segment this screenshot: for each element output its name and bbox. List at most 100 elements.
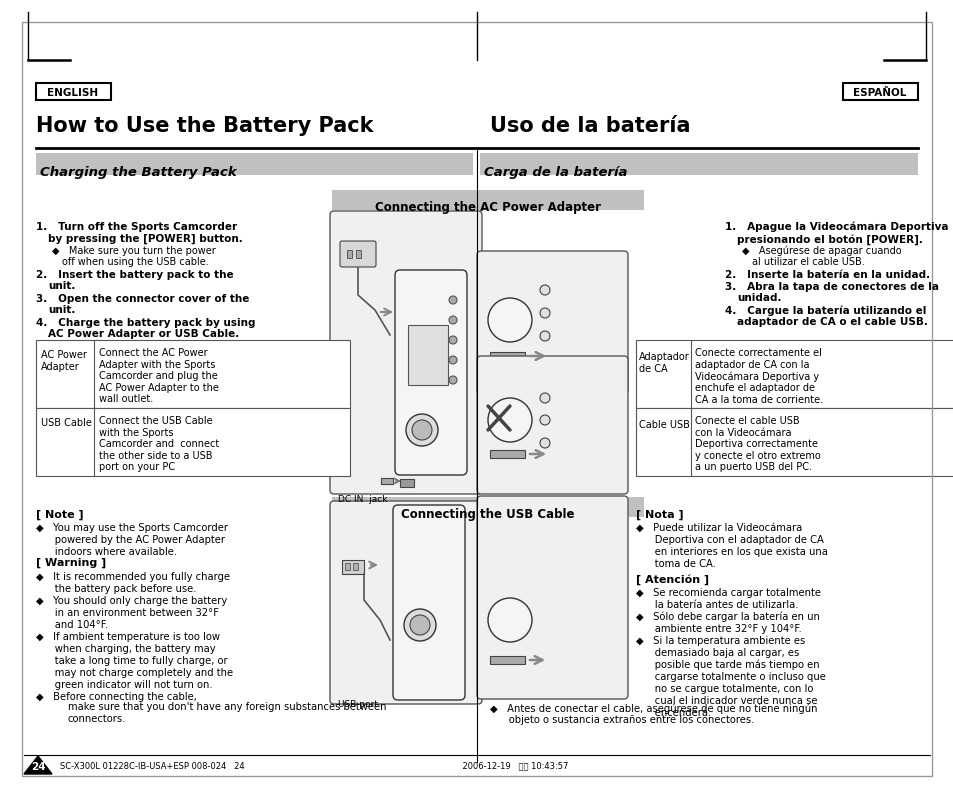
Text: toma de CA.: toma de CA.	[636, 559, 716, 569]
Text: objeto o sustancia extraños entre los conectores.: objeto o sustancia extraños entre los co…	[490, 715, 754, 725]
Text: unidad.: unidad.	[737, 293, 781, 303]
Text: Adaptador
de CA: Adaptador de CA	[639, 352, 689, 374]
Circle shape	[539, 438, 550, 448]
Text: Uso de la batería: Uso de la batería	[490, 116, 690, 136]
Text: no se cargue totalmente, con lo: no se cargue totalmente, con lo	[636, 684, 813, 694]
Text: [ Atención ]: [ Atención ]	[636, 574, 708, 585]
Text: Charging the Battery Pack: Charging the Battery Pack	[40, 166, 236, 179]
Text: 2.   Inserte la batería en la unidad.: 2. Inserte la batería en la unidad.	[724, 270, 929, 280]
Bar	[36, 408, 350, 476]
Circle shape	[539, 308, 550, 318]
Text: Deportiva con el adaptador de CA: Deportiva con el adaptador de CA	[636, 535, 823, 545]
Bar	[332, 190, 643, 210]
Text: Connecting the USB Cable: Connecting the USB Cable	[401, 508, 574, 521]
Circle shape	[449, 296, 456, 304]
Text: unit.: unit.	[48, 281, 75, 291]
Text: cual el indicador verde nunca se: cual el indicador verde nunca se	[636, 696, 817, 706]
Text: by pressing the [POWER] button.: by pressing the [POWER] button.	[48, 234, 242, 245]
Text: ◆   Before connecting the cable,: ◆ Before connecting the cable,	[36, 692, 196, 702]
Bar	[490, 352, 524, 360]
Text: demasiado baja al cargar, es: demasiado baja al cargar, es	[636, 648, 799, 658]
Polygon shape	[24, 756, 52, 774]
Text: make sure that you don't have any foreign substances between: make sure that you don't have any foreig…	[68, 702, 386, 712]
Text: ◆   It is recommended you fully charge: ◆ It is recommended you fully charge	[36, 572, 230, 582]
Circle shape	[539, 415, 550, 425]
Text: ◆   You may use the Sports Camcorder: ◆ You may use the Sports Camcorder	[36, 523, 228, 533]
Text: posible que tarde más tiempo en: posible que tarde más tiempo en	[636, 660, 819, 670]
Bar	[842, 83, 917, 100]
Bar	[341, 560, 364, 574]
Text: 1.   Apague la Videocámara Deportiva: 1. Apague la Videocámara Deportiva	[724, 222, 947, 233]
Text: 24: 24	[30, 762, 45, 772]
FancyBboxPatch shape	[393, 505, 464, 700]
Circle shape	[449, 356, 456, 364]
Bar	[36, 340, 350, 408]
Circle shape	[449, 336, 456, 344]
Circle shape	[410, 615, 430, 635]
Text: green indicator will not turn on.: green indicator will not turn on.	[36, 680, 213, 690]
Text: ◆   Sólo debe cargar la batería en un: ◆ Sólo debe cargar la batería en un	[636, 612, 819, 622]
Text: en interiores en los que exista una: en interiores en los que exista una	[636, 547, 827, 557]
Text: How to Use the Battery Pack: How to Use the Battery Pack	[36, 116, 374, 136]
Text: ◆   Si la temperatura ambiente es: ◆ Si la temperatura ambiente es	[636, 636, 804, 646]
Circle shape	[403, 609, 436, 641]
Text: ESPAÑOL: ESPAÑOL	[852, 88, 905, 98]
Text: Carga de la batería: Carga de la batería	[483, 166, 627, 179]
Bar	[355, 250, 360, 258]
Text: Conecte el cable USB
con la Videocámara
Deportiva correctamente
y conecte el otr: Conecte el cable USB con la Videocámara …	[695, 416, 820, 472]
Text: 4.   Cargue la batería utilizando el: 4. Cargue la batería utilizando el	[724, 306, 925, 317]
Text: AC Power Adapter or USB Cable.: AC Power Adapter or USB Cable.	[48, 329, 239, 339]
Bar	[332, 497, 643, 517]
Text: AC Power
Adapter: AC Power Adapter	[41, 350, 87, 371]
Circle shape	[539, 331, 550, 341]
Text: Conecte correctamente el
adaptador de CA con la
Videocámara Deportiva y
enchufe : Conecte correctamente el adaptador de CA…	[695, 348, 822, 405]
Circle shape	[488, 598, 532, 642]
Text: 3.   Open the connector cover of the: 3. Open the connector cover of the	[36, 294, 249, 304]
FancyBboxPatch shape	[330, 501, 481, 704]
Text: may not charge completely and the: may not charge completely and the	[36, 668, 233, 678]
Text: ambiente entre 32°F y 104°F.: ambiente entre 32°F y 104°F.	[636, 624, 801, 634]
Bar	[345, 563, 350, 570]
Text: USB Cable: USB Cable	[41, 418, 91, 428]
Bar	[636, 408, 953, 476]
Text: connectors.: connectors.	[68, 714, 126, 724]
Text: 2.   Insert the battery pack to the: 2. Insert the battery pack to the	[36, 270, 233, 280]
FancyBboxPatch shape	[476, 356, 627, 494]
FancyBboxPatch shape	[476, 496, 627, 699]
Bar	[479, 153, 917, 175]
Bar	[399, 479, 414, 487]
Text: the battery pack before use.: the battery pack before use.	[36, 584, 196, 594]
Text: Cable USB: Cable USB	[639, 420, 689, 430]
Text: ENGLISH: ENGLISH	[48, 88, 98, 98]
Text: encenderá.: encenderá.	[636, 708, 711, 718]
Circle shape	[539, 393, 550, 403]
Text: ◆   Antes de conectar el cable, asegúrese de que no tiene ningún: ◆ Antes de conectar el cable, asegúrese …	[490, 703, 817, 714]
Text: powered by the AC Power Adapter: powered by the AC Power Adapter	[36, 535, 225, 545]
Circle shape	[449, 376, 456, 384]
Text: when charging, the battery may: when charging, the battery may	[36, 644, 215, 654]
Bar	[636, 340, 953, 408]
Text: cargarse totalmente o incluso que: cargarse totalmente o incluso que	[636, 672, 825, 682]
Text: off when using the USB cable.: off when using the USB cable.	[62, 257, 209, 267]
Text: Connecting the AC Power Adapter: Connecting the AC Power Adapter	[375, 201, 600, 214]
Text: 3.   Abra la tapa de conectores de la: 3. Abra la tapa de conectores de la	[724, 282, 938, 292]
Text: SC-X300L 01228C-IB-USA+ESP 008-024   24                                         : SC-X300L 01228C-IB-USA+ESP 008-024 24	[60, 762, 568, 771]
Circle shape	[449, 316, 456, 324]
FancyBboxPatch shape	[339, 241, 375, 267]
Bar	[490, 450, 524, 458]
Text: indoors where available.: indoors where available.	[36, 547, 177, 557]
FancyBboxPatch shape	[330, 211, 481, 494]
Text: ◆   If ambient temperature is too low: ◆ If ambient temperature is too low	[36, 632, 220, 642]
Text: in an environment between 32°F: in an environment between 32°F	[36, 608, 219, 618]
Text: [ Nota ]: [ Nota ]	[636, 510, 683, 520]
Bar	[347, 250, 352, 258]
Text: ◆   Puede utilizar la Videocámara: ◆ Puede utilizar la Videocámara	[636, 523, 801, 533]
Text: al utilizar el cable USB.: al utilizar el cable USB.	[751, 257, 863, 267]
Circle shape	[488, 298, 532, 342]
Text: 4.   Charge the battery pack by using: 4. Charge the battery pack by using	[36, 318, 255, 328]
Bar	[36, 153, 473, 175]
Bar	[490, 656, 524, 664]
Text: Connect the USB Cable
with the Sports
Camcorder and  connect
the other side to a: Connect the USB Cable with the Sports Ca…	[99, 416, 219, 472]
Circle shape	[412, 420, 432, 440]
Bar	[36, 83, 111, 100]
